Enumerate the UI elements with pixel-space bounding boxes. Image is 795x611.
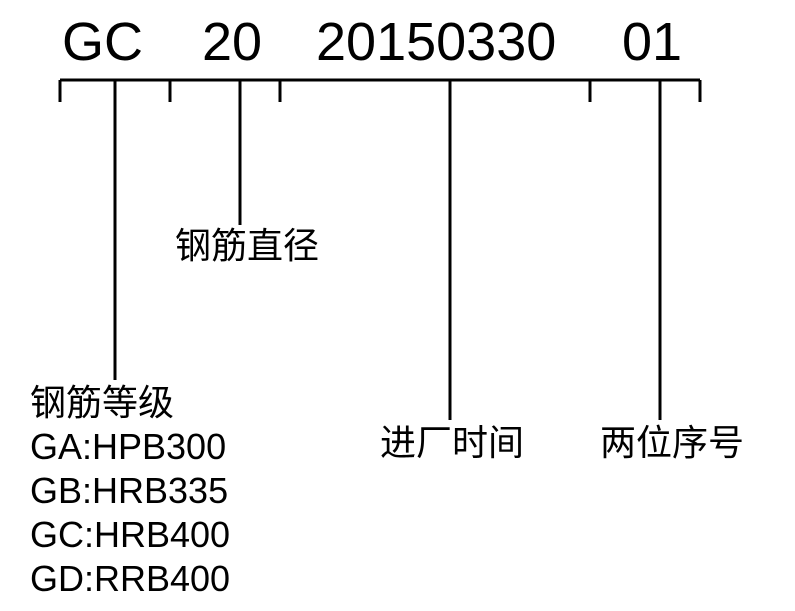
label-grade-line-3: GD:RRB400 (30, 558, 230, 599)
code-segment-serial: 01 (622, 12, 682, 72)
label-grade-line-0: GA:HPB300 (30, 426, 226, 467)
label-serial: 两位序号 (600, 422, 744, 463)
code-segment-grade: GC (62, 12, 143, 72)
code-breakdown-diagram: GC 20 20150330 01 钢筋直径 进厂时间 两位序号 钢筋等级 GA… (0, 0, 795, 611)
label-diameter: 钢筋直径 (175, 225, 319, 266)
label-grade-line-2: GC:HRB400 (30, 514, 230, 555)
label-date: 进厂时间 (380, 422, 524, 463)
label-grade-title: 钢筋等级 (30, 382, 174, 423)
code-segment-date: 20150330 (316, 12, 556, 72)
code-segment-diameter: 20 (202, 12, 262, 72)
label-grade-line-1: GB:HRB335 (30, 470, 228, 511)
